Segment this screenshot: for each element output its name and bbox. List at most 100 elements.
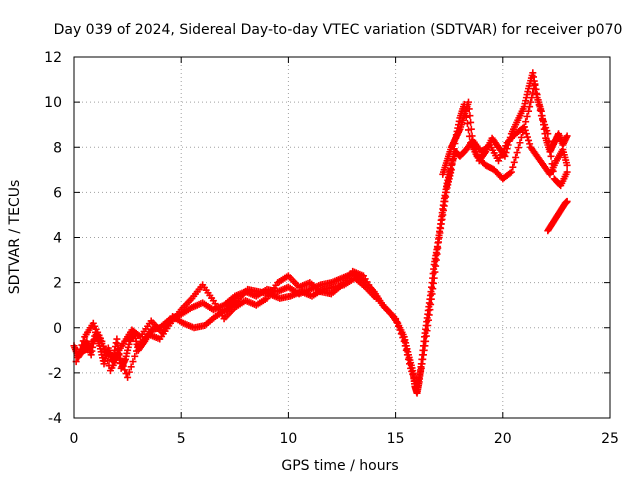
data-point <box>402 346 410 354</box>
data-point <box>509 163 517 171</box>
x-tick-label: 20 <box>494 431 512 447</box>
y-axis-title: SDTVAR / TECUs <box>7 180 23 295</box>
data-point <box>507 168 515 176</box>
points-layer <box>70 69 571 397</box>
data-point <box>523 112 531 120</box>
data-point <box>121 366 129 374</box>
data-point <box>515 144 523 152</box>
data-point <box>393 318 401 326</box>
data-point <box>135 332 143 340</box>
data-point <box>396 326 404 334</box>
data-point <box>506 133 514 141</box>
y-tick-label: 10 <box>44 95 62 111</box>
y-tick-label: 4 <box>53 231 62 247</box>
data-point <box>467 118 475 126</box>
data-point <box>78 341 86 349</box>
y-tick-label: 0 <box>53 321 62 337</box>
data-point <box>463 120 471 128</box>
data-point <box>516 139 524 147</box>
data-series-2 <box>439 69 571 178</box>
data-series-0 <box>70 123 571 397</box>
data-point <box>74 353 82 361</box>
data-point <box>563 132 571 140</box>
data-point <box>465 105 473 113</box>
data-series-1 <box>72 80 571 390</box>
data-point <box>404 355 412 363</box>
data-point <box>401 342 409 350</box>
data-point <box>563 168 571 176</box>
data-point <box>506 169 514 177</box>
data-point <box>79 337 87 345</box>
data-point <box>127 363 135 371</box>
data-point <box>129 358 137 366</box>
data-point <box>548 160 556 168</box>
data-point <box>547 152 555 160</box>
data-point <box>501 152 509 160</box>
data-point <box>372 294 380 302</box>
data-point <box>520 123 528 131</box>
data-point <box>434 244 442 252</box>
data-point <box>505 137 513 145</box>
data-point <box>431 268 439 276</box>
data-point <box>522 130 530 138</box>
y-tick-label: -2 <box>48 366 62 382</box>
data-point <box>526 140 534 148</box>
data-point <box>397 330 405 338</box>
data-point <box>116 355 124 363</box>
data-point <box>403 351 411 359</box>
data-point <box>502 149 510 157</box>
y-tick-label: 12 <box>44 50 62 66</box>
x-axis-title: GPS time / hours <box>281 458 398 474</box>
data-point <box>522 118 530 126</box>
x-tick-label: 5 <box>177 431 186 447</box>
data-point <box>466 112 474 120</box>
data-point <box>519 128 527 136</box>
data-point <box>512 153 520 161</box>
data-point <box>394 322 402 330</box>
data-point <box>464 98 472 106</box>
data-point <box>481 149 489 157</box>
y-tick-label: 2 <box>53 276 62 292</box>
data-point <box>433 250 441 258</box>
data-point <box>504 141 512 149</box>
data-point <box>133 347 141 355</box>
data-point <box>563 161 571 169</box>
y-tick-label: 8 <box>53 140 62 156</box>
data-point <box>124 373 132 381</box>
x-tick-label: 15 <box>387 431 405 447</box>
data-point <box>523 133 531 141</box>
data-point <box>122 370 130 378</box>
data-point <box>399 334 407 342</box>
data-point <box>467 125 475 133</box>
x-tick-label: 25 <box>601 431 619 447</box>
data-point <box>125 368 133 376</box>
data-point <box>563 197 571 205</box>
data-point <box>118 358 126 366</box>
data-point <box>525 107 533 115</box>
data-point <box>406 360 414 368</box>
data-point <box>503 145 511 153</box>
data-point <box>527 98 535 106</box>
data-series-4 <box>76 274 380 361</box>
data-point <box>392 315 400 323</box>
data-point <box>513 149 521 157</box>
chart-title: Day 039 of 2024, Sidereal Day-to-day VTE… <box>54 22 623 38</box>
data-point <box>400 337 408 345</box>
ticks-layer: 0 5 10 15 20 25 -4 -2 0 2 4 6 8 10 12 <box>44 50 619 447</box>
data-point <box>131 352 139 360</box>
data-point <box>549 167 557 175</box>
y-tick-label: 6 <box>53 185 62 201</box>
data-point <box>517 133 525 141</box>
data-point <box>430 274 438 282</box>
data-point <box>468 132 476 140</box>
data-point <box>104 357 112 365</box>
x-tick-label: 10 <box>279 431 297 447</box>
data-point <box>432 262 440 270</box>
data-series-3 <box>544 197 571 235</box>
data-point <box>525 136 533 144</box>
data-point <box>119 362 127 370</box>
x-tick-label: 0 <box>70 431 79 447</box>
data-point <box>432 256 440 264</box>
